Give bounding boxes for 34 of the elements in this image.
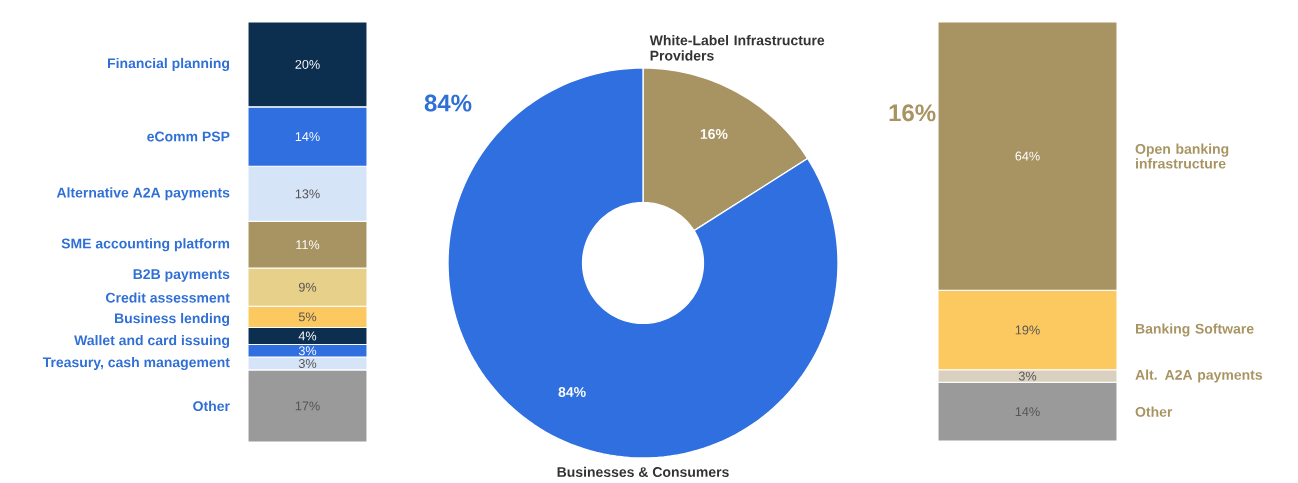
series-label: Open banking infrastructure — [1135, 143, 1229, 169]
data-label: 20% — [295, 59, 320, 69]
data-label: 3% — [1018, 371, 1037, 381]
data-label: 14% — [295, 132, 320, 141]
series-label: Alternative A2A payments — [56, 187, 230, 201]
series-label: Treasury, cash management — [42, 356, 230, 371]
series-label: SME accounting platform — [61, 238, 230, 252]
series-label: eComm PSP — [147, 131, 230, 142]
data-label: 14% — [1015, 407, 1040, 417]
series-label: Other — [1135, 406, 1173, 417]
data-label: 9% — [298, 282, 317, 292]
data-label: 11% — [296, 240, 320, 250]
slice-label: Businesses & Consumers — [557, 466, 729, 477]
series-label: B2B payments — [133, 269, 230, 282]
data-label: 5% — [298, 312, 317, 322]
text: 16% — [889, 104, 936, 122]
data-label: 13% — [295, 189, 320, 199]
data-label: 16% — [700, 129, 728, 139]
series-label: Wallet and card issuing — [74, 334, 230, 349]
series-label: Business lending — [114, 312, 230, 327]
series-label: Banking Software — [1135, 323, 1254, 337]
slice-label: White-Label Infrastructure Providers — [649, 35, 825, 61]
data-label: 84% — [558, 387, 586, 397]
series-label: Alt. A2A payments — [1135, 369, 1263, 383]
series-label: Credit assessment — [106, 292, 230, 303]
data-label: 4% — [298, 331, 317, 341]
text: 84% — [424, 94, 472, 112]
data-label: 64% — [1015, 151, 1040, 161]
data-label: 17% — [295, 401, 320, 411]
series-label: Other — [193, 400, 230, 412]
data-label: 3% — [298, 346, 317, 356]
series-label: Financial planning — [108, 57, 230, 71]
data-label: 3% — [298, 359, 317, 368]
data-label: 19% — [1015, 325, 1040, 335]
